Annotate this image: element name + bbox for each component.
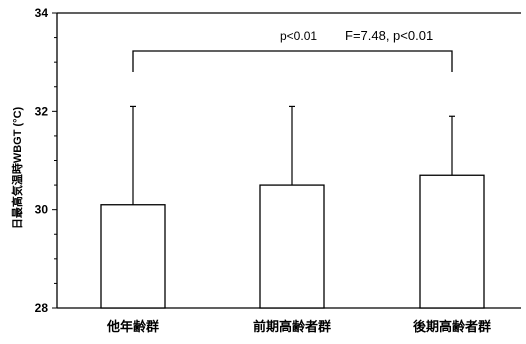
y-tick-label: 28	[35, 301, 49, 315]
bar	[259, 184, 325, 309]
annotations: p<0.01 F=7.48, p<0.01	[132, 28, 453, 72]
pairwise-p-annotation: p<0.01	[280, 29, 317, 43]
bar	[100, 204, 166, 309]
bar	[419, 174, 485, 309]
anova-annotation: F=7.48, p<0.01	[345, 28, 433, 43]
x-category-label: 前期高齢者群	[253, 319, 331, 334]
bars-group	[100, 105, 485, 309]
y-axis-title: 日最高気温時WBGT (°C)	[10, 107, 24, 230]
y-tick-label: 34	[35, 6, 49, 20]
x-category-label: 後期高齢者群	[413, 319, 491, 334]
y-axis-ticks: 28 30 32 34	[35, 6, 57, 315]
y-tick-label: 30	[35, 203, 49, 217]
significance-bracket	[132, 50, 453, 72]
category-labels: 他年齢群 前期高齢者群 後期高齢者群	[106, 319, 491, 334]
y-tick-label: 32	[35, 104, 49, 118]
x-category-label: 他年齢群	[106, 319, 159, 334]
